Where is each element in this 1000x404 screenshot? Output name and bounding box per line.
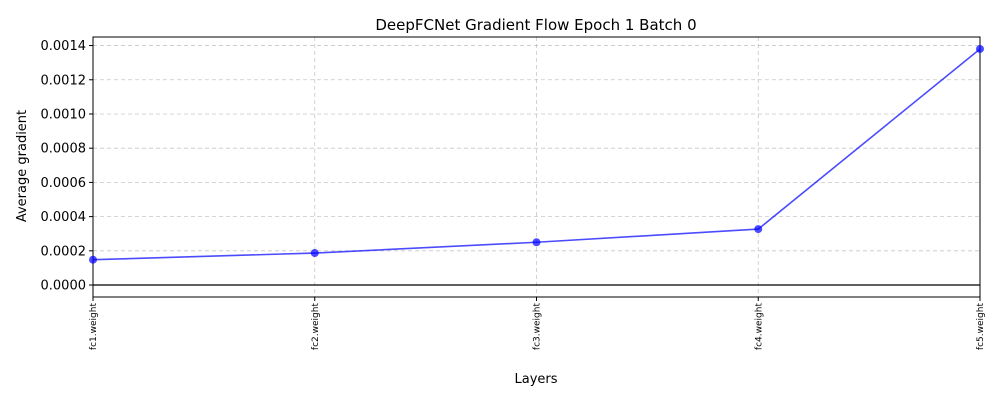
y-tick-labels: 0.0000 0.0002 0.0004 0.0006 0.0008 0.0010 0.00… bbox=[41, 39, 87, 293]
y-tick-label: 0.0004 bbox=[41, 210, 87, 225]
data-point bbox=[310, 249, 319, 258]
y-tick-label: 0.0010 bbox=[41, 107, 87, 122]
x-tick-label: fc4.weight bbox=[754, 303, 764, 351]
x-tick-label: fc1.weight bbox=[89, 303, 99, 351]
x-tick-label: fc3.weight bbox=[533, 303, 543, 351]
x-tick-label: fc5.weight bbox=[976, 303, 986, 351]
chart-title: DeepFCNet Gradient Flow Epoch 1 Batch 0 bbox=[375, 16, 696, 34]
data-point bbox=[976, 44, 984, 53]
y-tick-label: 0.0008 bbox=[41, 142, 87, 157]
y-tick-label: 0.0012 bbox=[41, 73, 87, 88]
x-axis-label: Layers bbox=[514, 372, 557, 387]
axes-layer bbox=[89, 36, 981, 301]
y-axis-label: Average gradient bbox=[15, 110, 30, 222]
x-tick-labels: fc1.weight fc2.weight fc3.weight fc4.weight… bbox=[89, 303, 986, 351]
x-tick-label: fc2.weight bbox=[311, 303, 321, 351]
series-layer bbox=[89, 44, 984, 264]
data-point bbox=[532, 238, 541, 247]
y-tick-label: 0.0002 bbox=[41, 244, 87, 259]
grid-layer bbox=[92, 37, 981, 297]
plot-frame bbox=[92, 36, 981, 298]
y-tick-label: 0.0014 bbox=[41, 39, 87, 54]
y-tick-label: 0.0000 bbox=[41, 279, 87, 294]
data-point bbox=[754, 225, 763, 234]
data-point bbox=[89, 255, 97, 264]
y-tick-label: 0.0006 bbox=[41, 176, 87, 191]
